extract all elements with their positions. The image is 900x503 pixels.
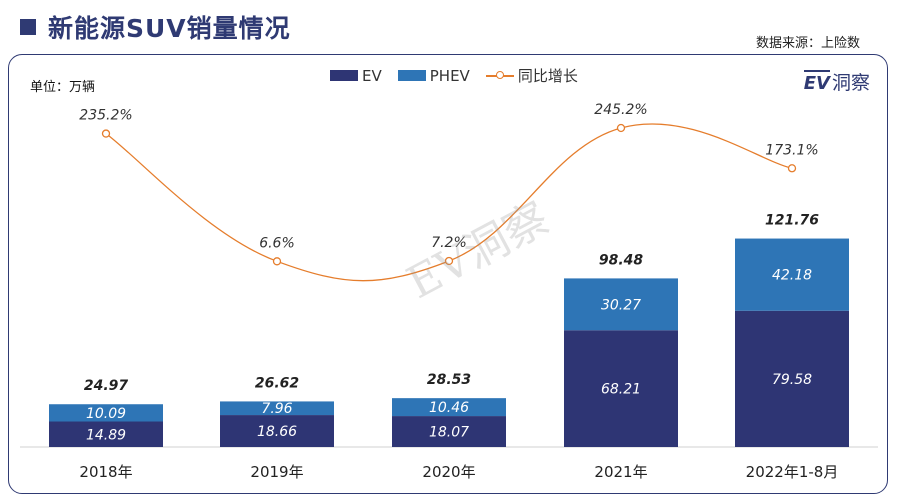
legend-swatch-ev — [330, 70, 358, 81]
brand-logo-mark: EV — [803, 69, 830, 94]
data-label-ev: 18.07 — [429, 425, 469, 441]
data-label-total: 24.97 — [84, 378, 129, 394]
data-label-phev: 7.96 — [261, 401, 292, 417]
data-label-total: 121.76 — [765, 213, 819, 229]
data-label-phev: 10.09 — [86, 406, 126, 422]
bar-ev — [564, 330, 678, 447]
page-title: 新能源SUV销量情况 — [48, 14, 291, 43]
x-tick-label: 2018年 — [79, 463, 132, 481]
growth-label: 235.2% — [79, 108, 132, 124]
data-label-total: 98.48 — [599, 252, 644, 268]
bar-phev — [735, 238, 849, 311]
data-label-phev: 42.18 — [772, 268, 812, 284]
growth-label: 173.1% — [765, 142, 818, 158]
data-label-phev: 10.46 — [429, 400, 469, 416]
data-label-ev: 14.89 — [86, 427, 126, 443]
growth-point — [787, 164, 797, 173]
growth-point — [101, 129, 111, 138]
brand-logo-text: 洞察 — [831, 72, 870, 94]
legend-label-phev: PHEV — [429, 66, 470, 85]
bar-ev — [392, 416, 506, 447]
source-note: 数据来源：上险数 — [755, 36, 860, 51]
data-label-ev: 68.21 — [601, 382, 641, 398]
x-tick-label: 2021年 — [594, 463, 647, 481]
data-label-ev: 18.66 — [257, 424, 297, 440]
bar-phev — [49, 404, 163, 422]
bar-ev — [49, 421, 163, 447]
growth-label: 6.6% — [259, 235, 295, 251]
legend-item-growth: 同比增长 — [485, 65, 578, 86]
data-label-phev: 30.27 — [601, 297, 641, 313]
bar-phev — [220, 401, 334, 416]
growth-label: 245.2% — [594, 102, 647, 118]
growth-label: 7.2% — [431, 235, 467, 251]
growth-point — [616, 123, 626, 133]
unit-label: 单位：万辆 — [30, 80, 96, 95]
legend-item-phev: PHEV — [397, 66, 470, 85]
growth-point — [272, 257, 282, 266]
title-marker — [20, 19, 36, 35]
legend: EV PHEV 同比增长 — [330, 65, 594, 86]
legend-item-ev: EV — [330, 67, 382, 85]
legend-swatch-phev — [397, 70, 426, 81]
bar-ev — [735, 310, 849, 447]
data-label-ev: 79.58 — [772, 372, 812, 388]
legend-label-growth: 同比增长 — [517, 67, 578, 85]
bar-ev — [220, 415, 334, 447]
growth-point — [444, 256, 454, 266]
legend-line-marker — [485, 70, 514, 81]
legend-label-ev: EV — [362, 66, 382, 85]
data-label-total: 28.53 — [427, 372, 471, 388]
bar-phev — [564, 278, 678, 331]
x-tick-label: 2020年 — [422, 463, 475, 481]
data-label-total: 26.62 — [255, 375, 299, 391]
x-tick-label: 2019年 — [250, 463, 303, 481]
chart-frame — [8, 54, 888, 494]
brand-logo: EV 洞察 — [803, 68, 870, 95]
x-tick-label: 2022年1-8月 — [746, 463, 839, 481]
bar-phev — [392, 398, 506, 417]
